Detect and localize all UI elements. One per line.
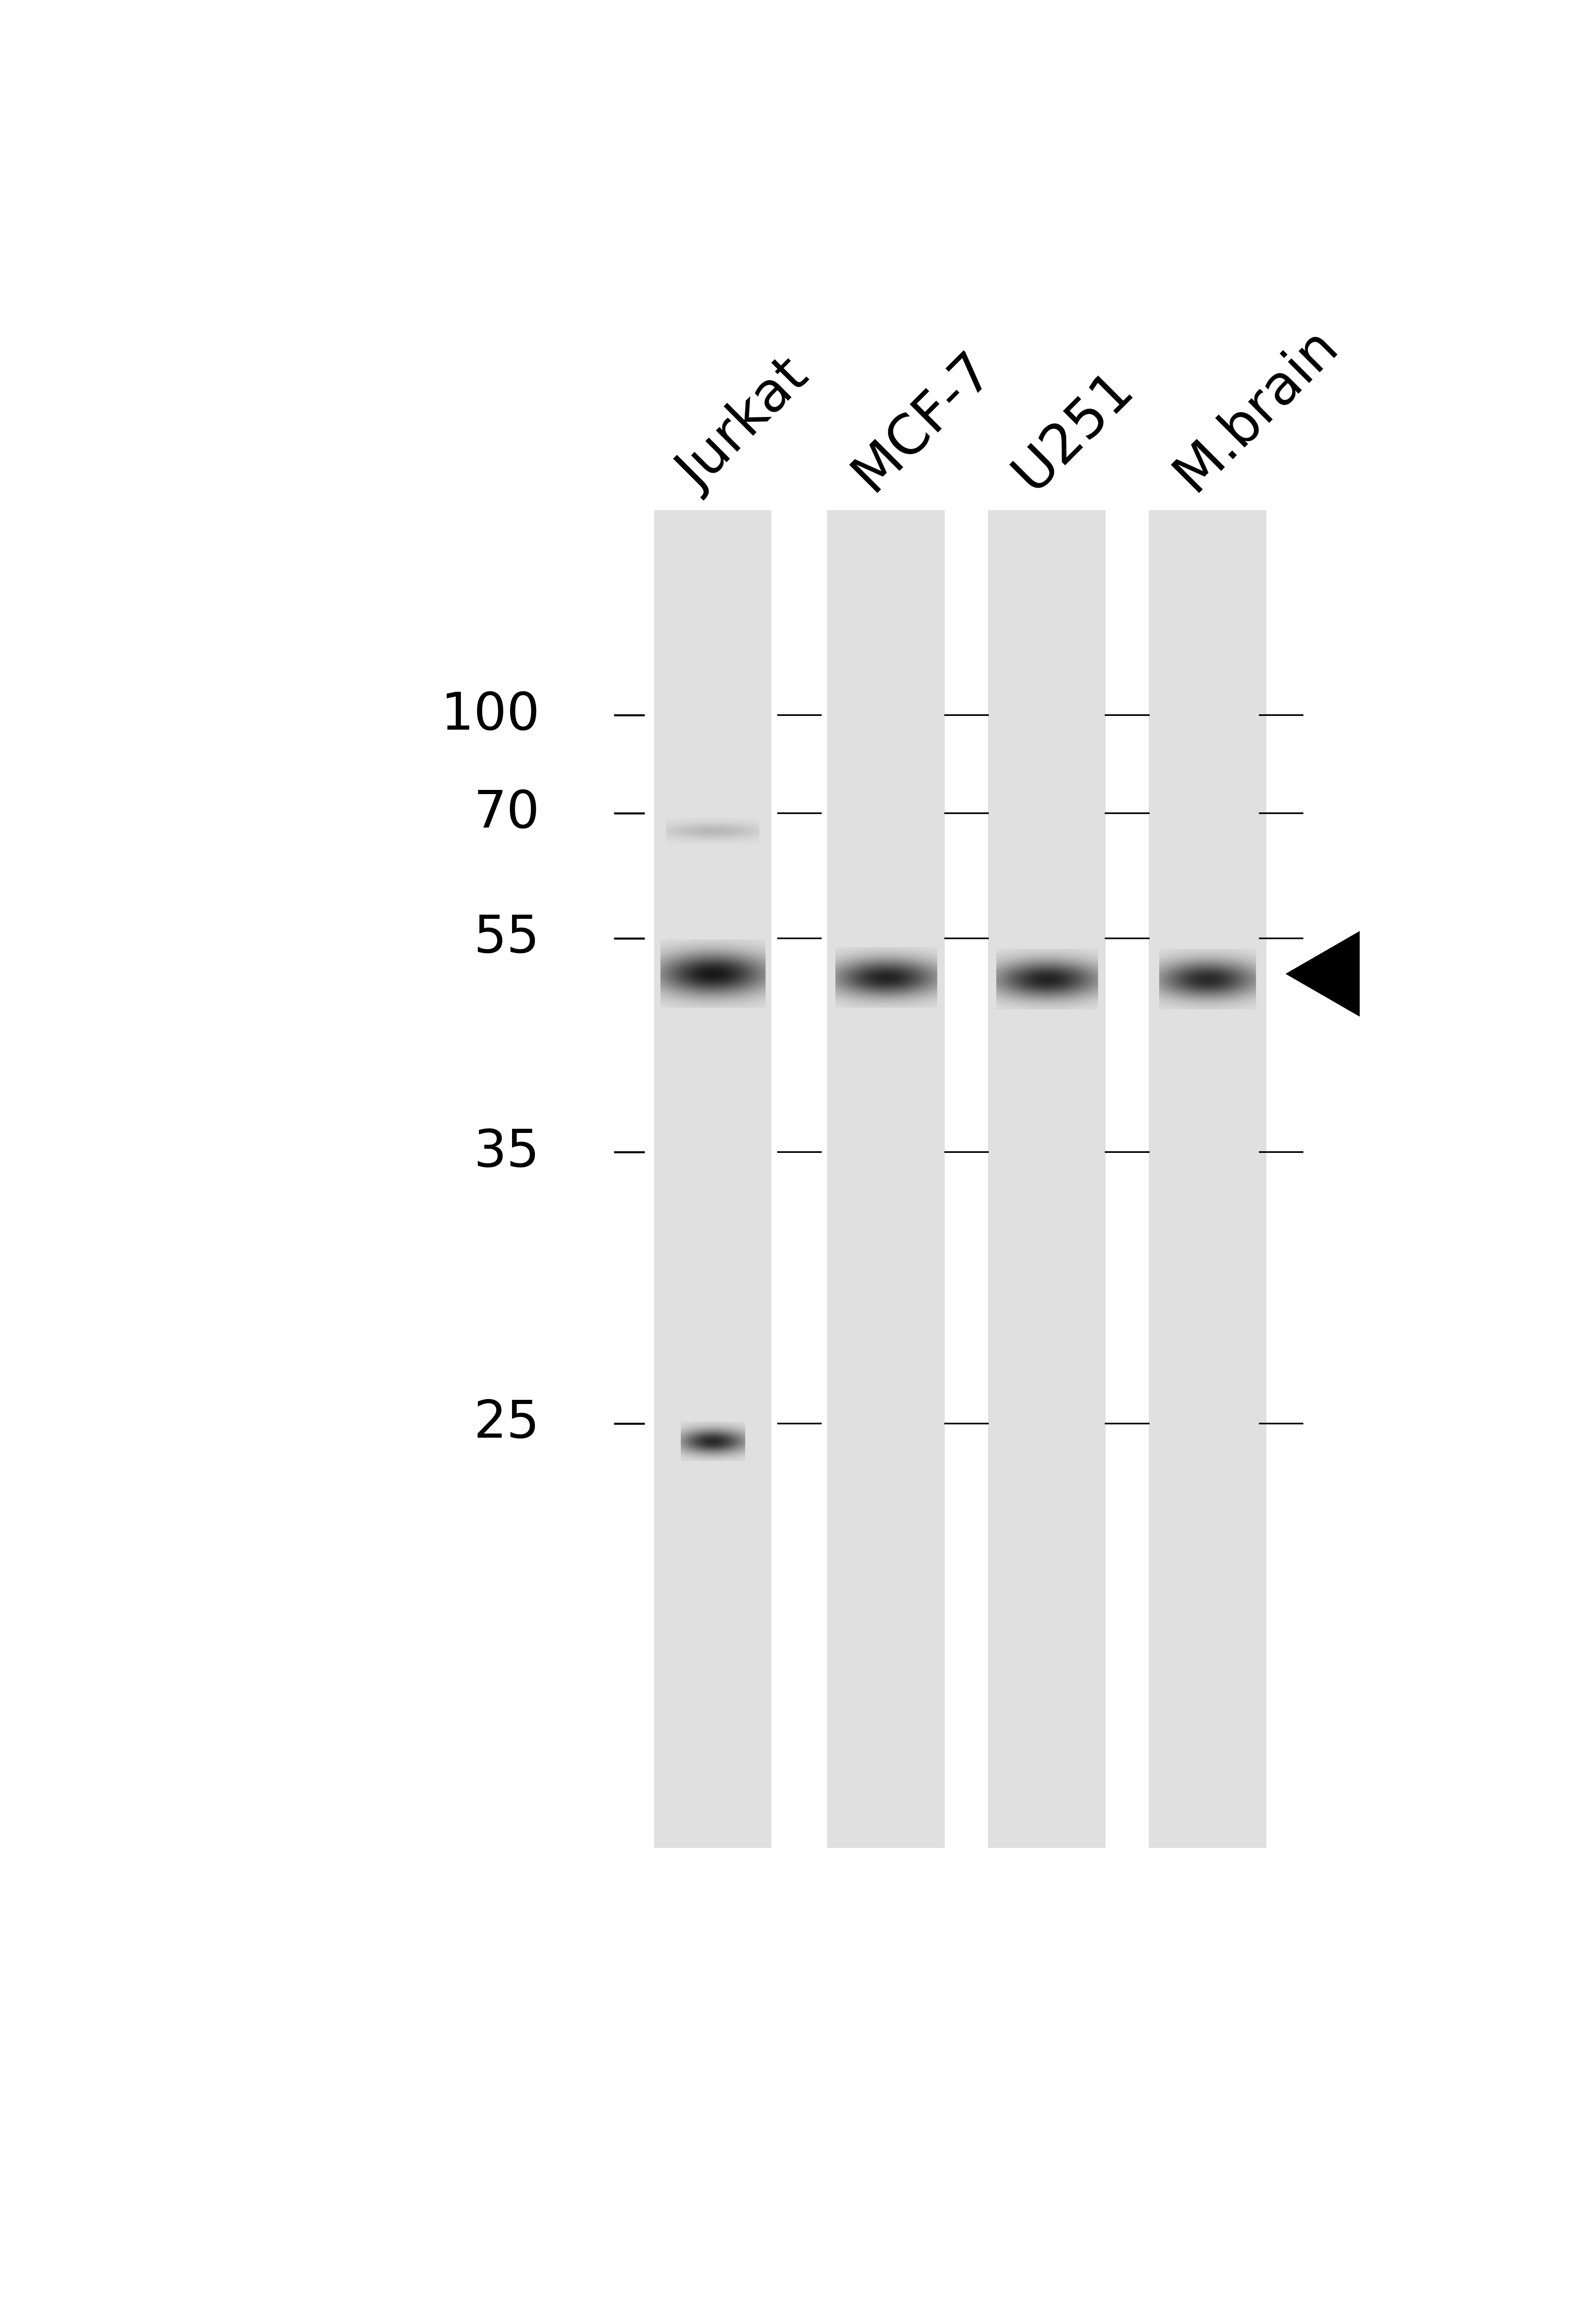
Text: M.brain: M.brain: [1165, 317, 1347, 500]
Text: Jurkat: Jurkat: [670, 350, 820, 500]
Bar: [988, 510, 1106, 1849]
Bar: [654, 510, 771, 1849]
Text: MCF-7: MCF-7: [843, 343, 1002, 500]
Bar: [827, 510, 945, 1849]
Text: 25: 25: [474, 1397, 539, 1448]
Text: U251: U251: [1004, 361, 1143, 500]
Text: 100: 100: [440, 690, 539, 741]
Polygon shape: [1285, 931, 1360, 1017]
Bar: [1149, 510, 1266, 1849]
Text: 70: 70: [474, 788, 539, 839]
Text: 35: 35: [474, 1126, 539, 1177]
Text: 55: 55: [474, 913, 539, 964]
